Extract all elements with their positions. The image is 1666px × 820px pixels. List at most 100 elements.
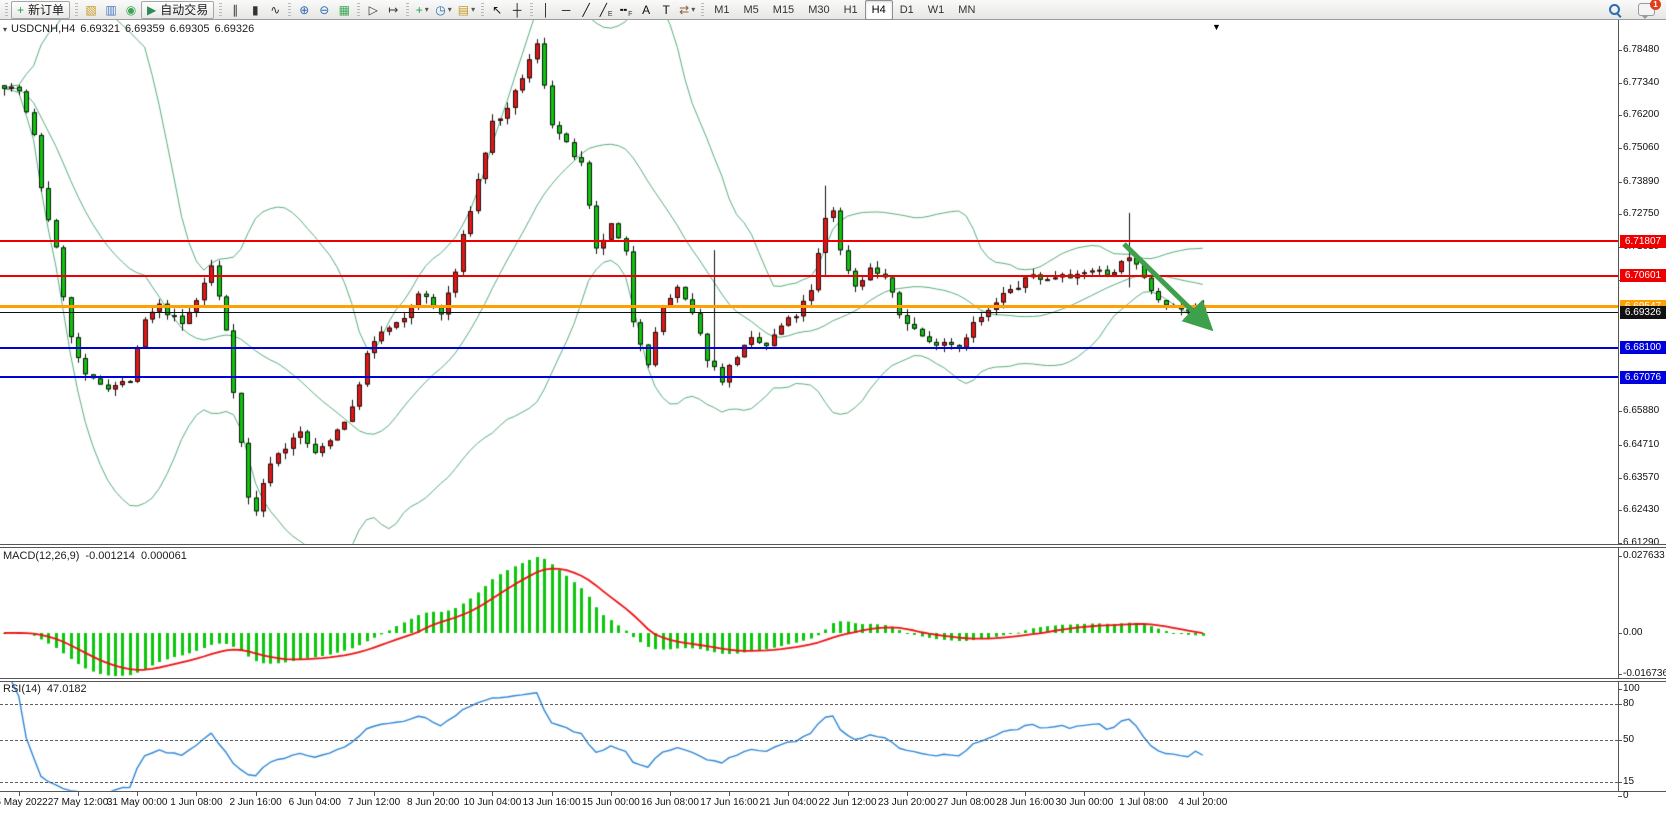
- support-line-2-price-badge: 6.67076: [1620, 370, 1666, 384]
- timeframe-w1[interactable]: W1: [927, 3, 945, 16]
- cursor-icon: ↖: [492, 2, 503, 17]
- crosshair-button[interactable]: ┼: [507, 1, 527, 19]
- timeframe-h4[interactable]: H4: [864, 0, 893, 20]
- toolbar-grip: [219, 2, 223, 17]
- cursor-button[interactable]: ↖: [487, 1, 507, 19]
- timeframe-h1[interactable]: H1: [843, 3, 858, 16]
- chart-window[interactable]: 6.78480 6.77340 6.76200 6.75060 6.73890 6.727…: [0, 20, 1666, 820]
- text-label-button[interactable]: T: [656, 1, 676, 19]
- mid-line[interactable]: [0, 304, 1618, 308]
- resistance-line-1[interactable]: [0, 240, 1618, 243]
- time-tick-label: 26 May 2022: [0, 797, 48, 808]
- tile-windows-icon: ▦: [338, 2, 350, 17]
- toolbar-grip: [530, 2, 534, 17]
- indicators-menu-button[interactable]: + ▾: [412, 1, 432, 19]
- new-order-button[interactable]: + 新订单: [11, 0, 71, 19]
- macd-tick-label: 0.027633: [1623, 550, 1665, 561]
- search-button[interactable]: [1604, 1, 1625, 19]
- templates-menu-button[interactable]: ▤ ▾: [455, 1, 478, 19]
- periods-menu-button[interactable]: ◷ ▾: [432, 1, 455, 19]
- time-tick-label: 21 Jun 04:00: [759, 797, 818, 808]
- support-line-1[interactable]: [0, 346, 1618, 349]
- timeframe-d1[interactable]: D1: [899, 3, 914, 16]
- price-tick-label: 6.77340: [1623, 76, 1660, 88]
- ohlc-low: 6.69305: [169, 23, 210, 35]
- arrows-menu-button[interactable]: ⇄ ▾: [676, 1, 698, 19]
- bid-price-line-price-badge: 6.69326: [1620, 306, 1666, 320]
- toolbar-group-menus: + ▾ ◷ ▾ ▤ ▾: [412, 0, 478, 20]
- line-chart-icon: ∿: [270, 2, 281, 17]
- toolbar-grip: [288, 2, 292, 17]
- toolbar-right: 1: [1604, 0, 1661, 19]
- time-tick-label: 6 Jun 04:00: [288, 797, 341, 808]
- bid-price-line[interactable]: [0, 312, 1618, 314]
- collapse-arrow-icon[interactable]: ▾: [3, 24, 8, 34]
- candlestick-button[interactable]: ▮: [245, 1, 265, 19]
- price-tick: [1618, 148, 1622, 149]
- rsi-value: 47.0182: [46, 683, 87, 695]
- time-tick-label: 16 Jun 08:00: [641, 797, 699, 808]
- charts-profile-icon: ▧: [85, 2, 97, 17]
- dropdown-arrow-icon: ▾: [691, 5, 696, 14]
- toolbar-grip: [75, 2, 79, 17]
- panel-separator-2[interactable]: [0, 678, 1666, 682]
- rsi-tick: [1618, 740, 1622, 741]
- time-tick: [1025, 792, 1026, 796]
- support-line-2[interactable]: [0, 376, 1618, 379]
- time-tick-label: 10 Jun 04:00: [463, 797, 522, 808]
- price-axis-line: [1618, 20, 1619, 791]
- rsi-tick: [1618, 782, 1622, 783]
- chart-shift-button[interactable]: ↦: [383, 1, 403, 19]
- timeframe-m15[interactable]: M15: [772, 3, 795, 16]
- chat-button[interactable]: 1: [1625, 0, 1661, 19]
- toolbar-group-drawing: │ ─ ╱ ╱ E ╍ F A T ⇄ ▾: [536, 0, 698, 20]
- channel-button[interactable]: ╱ E: [596, 1, 616, 19]
- time-tick-label: 4 Jul 20:00: [1178, 797, 1228, 808]
- time-tick-label: 7 Jun 12:00: [347, 797, 401, 808]
- time-tick-label: 1 Jun 08:00: [170, 797, 223, 808]
- chart-canvas[interactable]: [0, 20, 1618, 792]
- vertical-line-button[interactable]: │: [536, 1, 556, 19]
- fibonacci-button[interactable]: ╍ F: [616, 1, 636, 19]
- navigator-button[interactable]: ◉: [121, 1, 141, 19]
- tile-windows-button[interactable]: ▦: [334, 1, 354, 19]
- market-watch-button[interactable]: ▥: [101, 1, 121, 19]
- navigator-icon: ◉: [125, 2, 137, 17]
- autotrading-button[interactable]: ▶ 自动交易: [141, 0, 215, 19]
- price-tick-label: 6.64710: [1623, 438, 1660, 450]
- chat-icon: 1: [1638, 0, 1661, 19]
- ohlc-high: 6.69359: [124, 23, 165, 35]
- ohlc-close: 6.69326: [214, 23, 255, 35]
- auto-scroll-button[interactable]: ▷: [363, 1, 383, 19]
- time-tick-label: 2 Jun 16:00: [229, 797, 282, 808]
- horizontal-line-button[interactable]: ─: [556, 1, 576, 19]
- timeframe-m5[interactable]: M5: [743, 3, 759, 16]
- rsi-tick-label: 100: [1623, 683, 1640, 694]
- time-tick-label: 15 Jun 00:00: [581, 797, 640, 808]
- resistance-line-2[interactable]: [0, 274, 1618, 277]
- chart-shift-marker-icon[interactable]: ▼: [1212, 22, 1221, 32]
- zoom-in-button[interactable]: ⊕: [294, 1, 314, 19]
- time-tick: [907, 792, 908, 796]
- timeframe-mn[interactable]: MN: [958, 3, 976, 16]
- macd-indicator-label: MACD(12,26,9) -0.001214 0.000061: [3, 550, 193, 562]
- autotrading-icon: ▶: [147, 2, 157, 17]
- rsi-level-line: [0, 740, 1618, 741]
- price-tick-label: 6.76200: [1623, 109, 1660, 121]
- rsi-level-line: [0, 704, 1618, 705]
- panel-separator-1[interactable]: [0, 544, 1666, 548]
- zoom-out-button[interactable]: ⊖: [314, 1, 334, 19]
- price-tick: [1618, 478, 1622, 479]
- time-tick-label: 1 Jul 08:00: [1119, 797, 1169, 808]
- time-tick: [256, 792, 257, 796]
- trendline-button[interactable]: ╱: [576, 1, 596, 19]
- dropdown-arrow-icon: ▾: [447, 5, 452, 14]
- charts-profile-button[interactable]: ▧: [81, 1, 101, 19]
- text-button[interactable]: A: [636, 1, 656, 19]
- timeframe-m30[interactable]: M30: [808, 3, 830, 16]
- fibonacci-button-sub-label: F: [628, 10, 633, 18]
- timeframe-m1[interactable]: M1: [714, 3, 730, 16]
- bar-chart-button[interactable]: ∥: [225, 1, 245, 19]
- line-chart-button[interactable]: ∿: [265, 1, 285, 19]
